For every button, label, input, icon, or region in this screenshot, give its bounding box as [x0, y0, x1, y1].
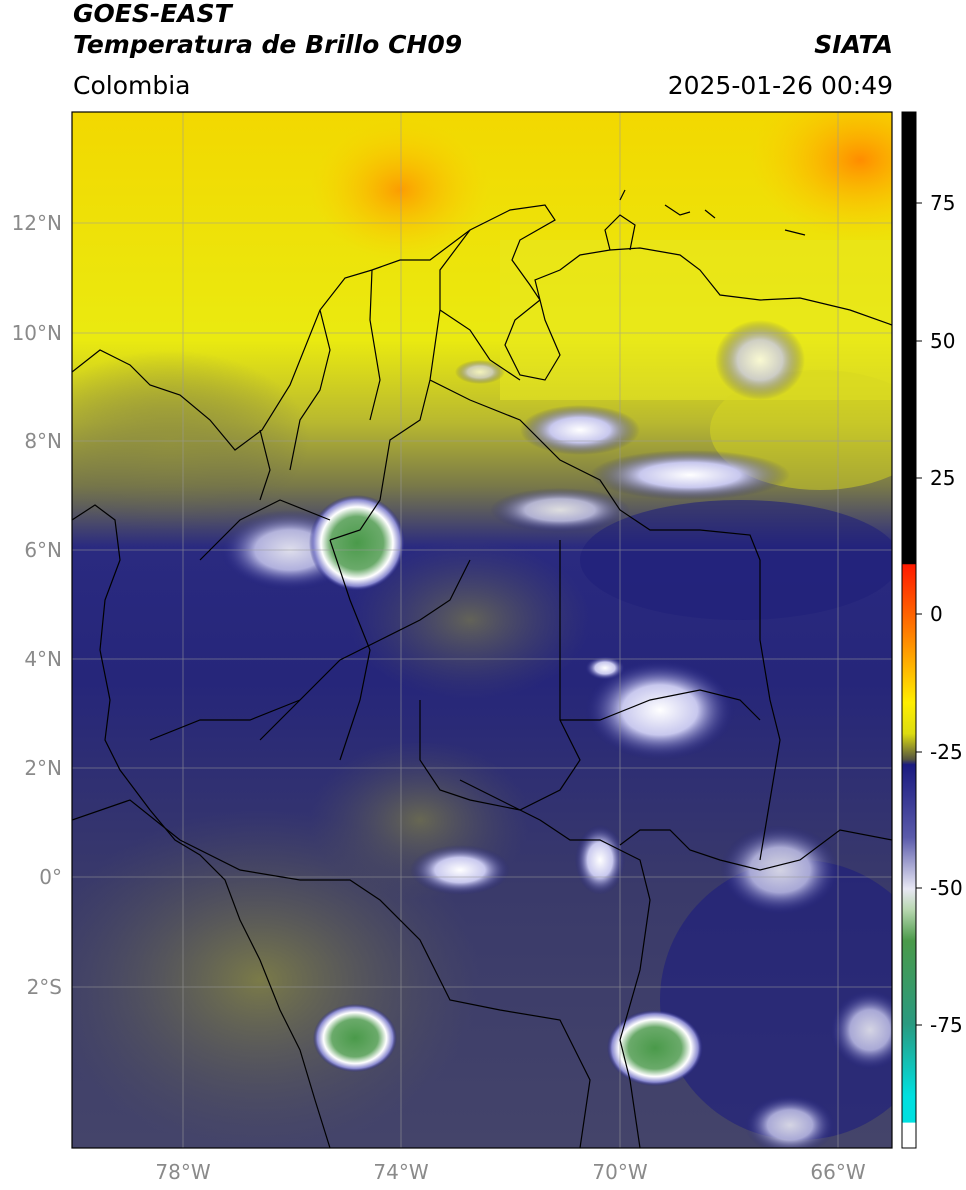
storm-cell-southeast	[607, 1010, 703, 1086]
cloud-cell-east	[585, 660, 735, 760]
lat-tick-label: 12°N	[11, 211, 62, 235]
warm-area-n	[310, 120, 490, 260]
lat-tick-label: 6°N	[24, 538, 62, 562]
lat-tick-label: 2°N	[24, 756, 62, 780]
colorbar-ticks	[916, 202, 922, 1026]
colorbar-frame	[901, 111, 917, 1149]
cloud-band-1	[520, 405, 640, 455]
lon-tick-label: 78°W	[155, 1160, 211, 1184]
colorbar-tick-label: 75	[930, 191, 956, 215]
colorbar-tick-label: -50	[930, 876, 963, 900]
lat-tick-label: 8°N	[24, 429, 62, 453]
colorbar-tick-label: 25	[930, 466, 956, 490]
lon-tick-label: 70°W	[592, 1160, 648, 1184]
storm-cell-south	[313, 1004, 397, 1072]
brand-label: SIATA	[814, 30, 893, 59]
cloud-band-2	[590, 450, 790, 500]
colorbar-tick-label: -75	[930, 1013, 963, 1037]
region-label: Colombia	[73, 71, 191, 100]
colorbar-tick-label: -25	[930, 740, 963, 764]
gridlines	[72, 112, 892, 1148]
colorbar-tick-label: 0	[930, 602, 943, 626]
datetime-label: 2025-01-26 00:49	[667, 71, 893, 100]
storm-cell-north	[309, 495, 405, 591]
map-frame	[71, 111, 893, 1149]
colorbar-tick-label: 50	[930, 329, 956, 353]
colorbar	[902, 112, 916, 1148]
lat-tick-label: 2°S	[26, 975, 62, 999]
lat-tick-label: 10°N	[11, 321, 62, 345]
satellite-title: GOES-EAST	[73, 0, 232, 28]
lon-tick-label: 74°W	[373, 1160, 429, 1184]
lat-tick-label: 4°N	[24, 647, 62, 671]
coastlines-borders	[72, 189, 892, 1148]
lat-tick-label: 0°	[39, 865, 62, 889]
warm-area-ne	[750, 112, 892, 240]
product-title: Temperatura de Brillo CH09	[73, 30, 463, 59]
lon-tick-label: 66°W	[810, 1160, 866, 1184]
